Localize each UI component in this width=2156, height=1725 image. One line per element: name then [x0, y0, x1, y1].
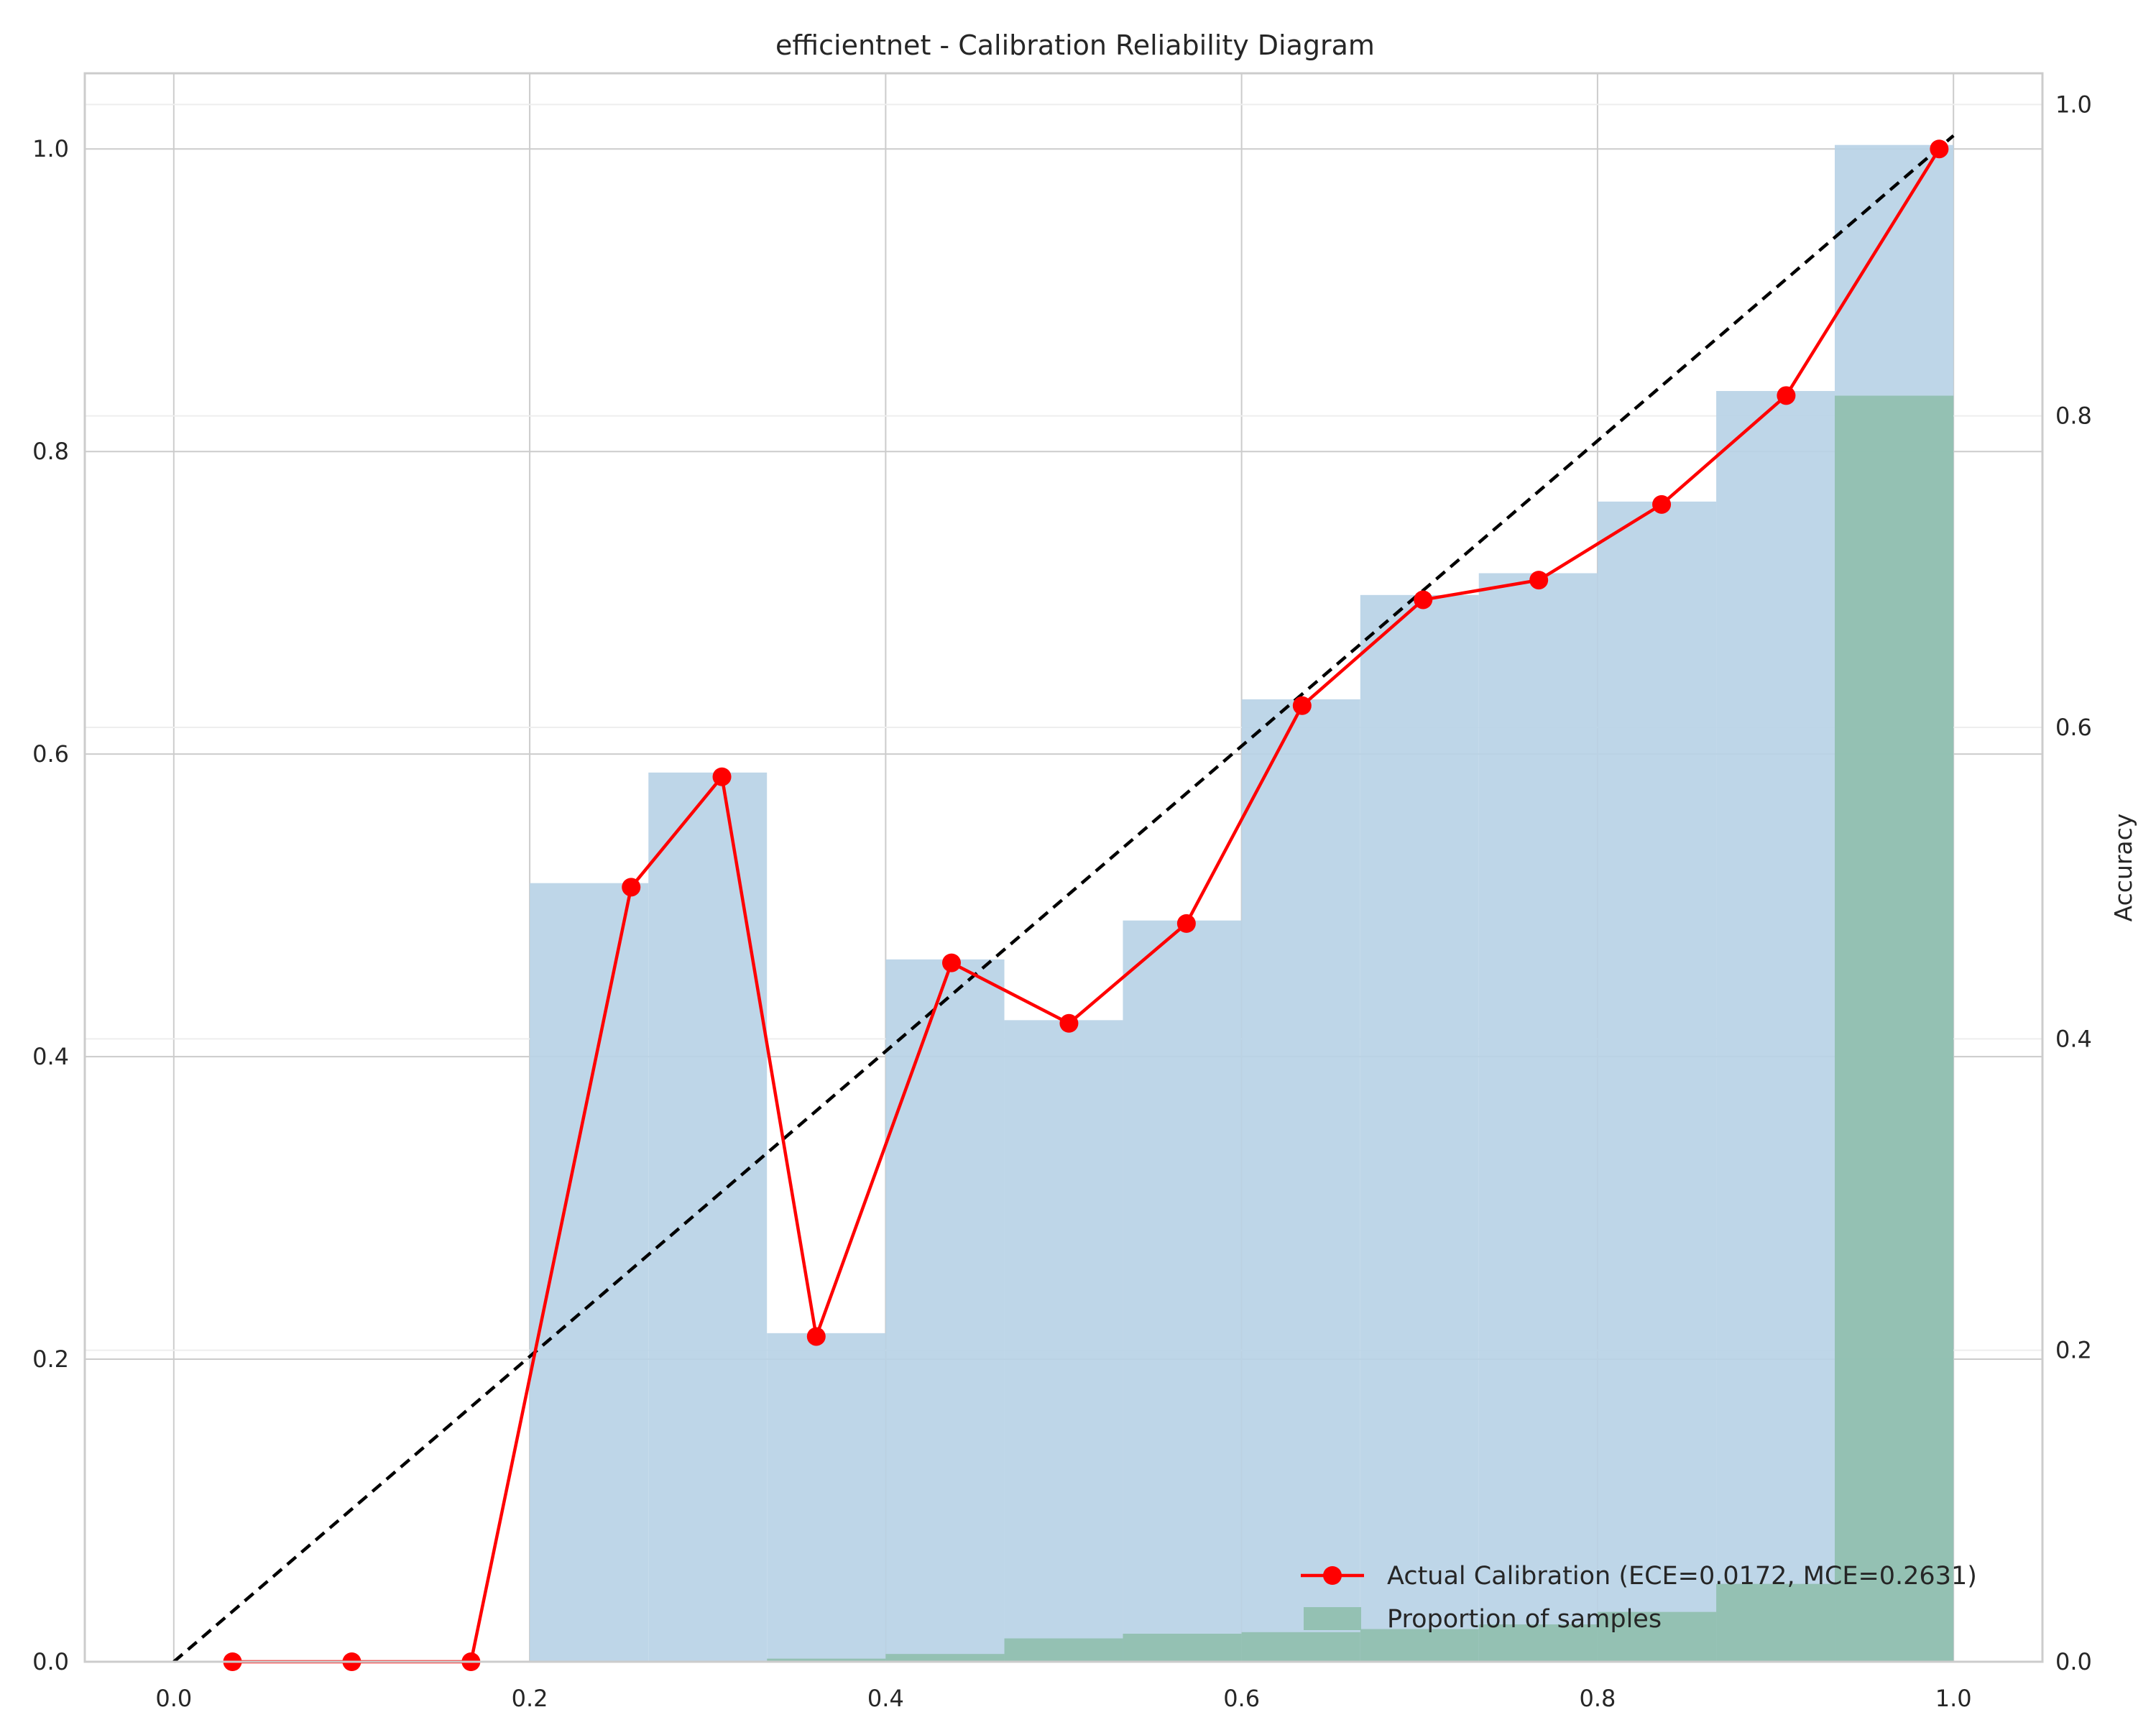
- legend-label-calibration: Actual Calibration (ECE=0.0172, MCE=0.26…: [1387, 1562, 1977, 1591]
- x-tick-label-5: 1.0: [1935, 1685, 1972, 1712]
- y2-axis-label: Accuracy: [2109, 814, 2137, 922]
- lines-layer: [172, 134, 1955, 1671]
- calibration-point-7: [1059, 1013, 1079, 1033]
- legend-patch-swatch: [1304, 1607, 1361, 1630]
- calibration-point-14: [1930, 139, 1949, 159]
- proportion-bar-7: [1004, 1638, 1123, 1662]
- x-tick-label-1: 0.2: [512, 1685, 548, 1712]
- legend: Actual Calibration (ECE=0.0172, MCE=0.26…: [1301, 1562, 1977, 1634]
- proportion-bar-11: [1478, 1624, 1598, 1662]
- proportion-bar-10: [1360, 1629, 1479, 1662]
- y2-tick-label-2: 0.4: [2055, 1025, 2092, 1052]
- plot-frame: [83, 72, 2044, 1663]
- calibration-point-8: [1176, 914, 1196, 933]
- accuracy-bar-10: [1360, 594, 1479, 1662]
- accuracy-bar-7: [1004, 1020, 1123, 1662]
- proportion-bar-5: [767, 1658, 886, 1662]
- calibration-point-6: [941, 953, 961, 972]
- y2-tick-label-4: 0.8: [2055, 402, 2092, 430]
- legend-label-proportion: Proportion of samples: [1387, 1605, 1662, 1634]
- y2-tick-label-3: 0.6: [2055, 714, 2092, 741]
- y-tick-label-4: 0.8: [32, 438, 69, 465]
- x-tick-label-3: 0.6: [1223, 1685, 1260, 1712]
- y2-tick-label-0: 0.0: [2055, 1648, 2092, 1675]
- y2-tick-label-1: 0.2: [2055, 1337, 2092, 1364]
- accuracy-bar-12: [1597, 501, 1717, 1662]
- y-tick-label-5: 1.0: [32, 135, 69, 162]
- accuracy-bar-9: [1241, 699, 1360, 1662]
- accuracy-bar-11: [1478, 573, 1598, 1662]
- y-tick-label-2: 0.4: [32, 1043, 69, 1070]
- frame-layer: [83, 72, 2044, 1663]
- y-tick-label-0: 0.0: [32, 1648, 69, 1675]
- accuracy-bar-5: [767, 1333, 886, 1662]
- proportion-bar-14: [1835, 395, 1954, 1662]
- bars-layer: [530, 144, 1954, 1662]
- x-tick-label-0: 0.0: [155, 1685, 192, 1712]
- accuracy-bar-13: [1716, 391, 1835, 1662]
- y-tick-label-1: 0.2: [32, 1346, 69, 1373]
- accuracy-bar-6: [885, 959, 1005, 1662]
- x-tick-label-2: 0.4: [867, 1685, 904, 1712]
- calibration-point-4: [712, 767, 732, 786]
- proportion-bar-12: [1597, 1611, 1717, 1662]
- proportion-bar-8: [1123, 1634, 1242, 1662]
- y2-tick-label-5: 1.0: [2055, 91, 2092, 118]
- calibration-point-11: [1529, 571, 1549, 590]
- calibration-point-12: [1652, 494, 1672, 514]
- accuracy-bar-3: [530, 883, 649, 1662]
- ticks-layer: 0.0 0.2 0.4 0.6 0.8 1.0 0.0 0.2 0.4 0.6 0.8 1.0 0.0 0…: [32, 91, 2092, 1712]
- calibration-point-5: [806, 1327, 826, 1346]
- calibration-point-3: [622, 878, 641, 897]
- x-tick-label-4: 0.8: [1579, 1685, 1616, 1712]
- accuracy-bar-8: [1123, 920, 1242, 1662]
- proportion-bar-9: [1241, 1632, 1360, 1662]
- y-tick-label-3: 0.6: [32, 740, 69, 768]
- legend-marker-swatch: [1323, 1566, 1342, 1585]
- calibration-point-13: [1777, 386, 1796, 405]
- proportion-bar-6: [885, 1654, 1005, 1662]
- calibration-point-9: [1292, 696, 1312, 715]
- chart-title: efficientnet - Calibration Reliability D…: [775, 29, 1375, 61]
- proportion-bar-13: [1716, 1583, 1835, 1662]
- calibration-point-10: [1414, 590, 1433, 610]
- perfect-calibration-line: [172, 134, 1955, 1663]
- accuracy-bar-4: [648, 772, 768, 1662]
